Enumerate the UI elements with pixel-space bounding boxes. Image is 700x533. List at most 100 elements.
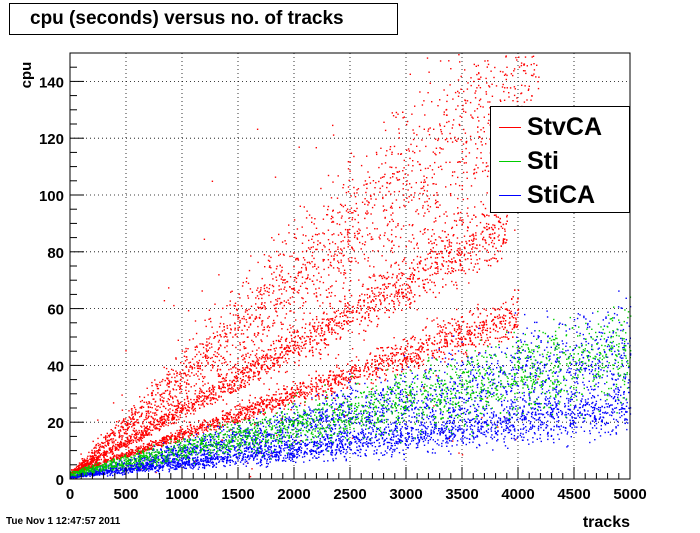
data-point bbox=[380, 292, 382, 294]
data-point bbox=[261, 322, 263, 324]
data-point bbox=[328, 319, 330, 321]
data-point bbox=[284, 371, 287, 374]
data-point bbox=[480, 152, 482, 154]
data-point bbox=[137, 439, 139, 441]
data-point bbox=[132, 417, 134, 419]
data-point bbox=[334, 332, 337, 334]
data-point bbox=[453, 119, 455, 121]
data-point bbox=[406, 120, 409, 123]
data-point bbox=[134, 434, 136, 436]
data-point bbox=[311, 261, 313, 263]
data-point bbox=[459, 259, 461, 261]
data-point bbox=[136, 431, 138, 433]
data-point bbox=[342, 287, 344, 289]
data-point bbox=[462, 108, 464, 110]
data-point bbox=[380, 147, 382, 149]
data-point bbox=[304, 347, 306, 349]
data-point bbox=[473, 169, 475, 171]
data-point bbox=[143, 430, 145, 432]
data-point bbox=[268, 315, 270, 318]
data-point bbox=[178, 418, 180, 421]
data-point bbox=[498, 228, 500, 230]
data-point bbox=[270, 349, 272, 351]
data-point bbox=[298, 364, 300, 367]
data-point bbox=[460, 75, 462, 78]
data-point bbox=[109, 433, 112, 435]
data-point bbox=[162, 405, 165, 407]
data-point bbox=[434, 284, 436, 287]
data-point bbox=[373, 273, 375, 276]
data-point bbox=[103, 453, 105, 456]
data-point bbox=[279, 366, 281, 368]
data-point bbox=[231, 380, 233, 382]
data-point bbox=[254, 365, 256, 367]
data-point bbox=[111, 453, 114, 455]
data-point bbox=[92, 461, 94, 463]
data-point bbox=[309, 329, 311, 332]
data-point bbox=[412, 150, 414, 153]
data-point bbox=[365, 191, 367, 194]
data-point bbox=[177, 416, 179, 418]
data-point bbox=[167, 383, 169, 385]
data-point bbox=[447, 268, 449, 270]
data-point bbox=[416, 209, 418, 211]
data-point bbox=[201, 403, 204, 405]
data-point bbox=[439, 147, 441, 149]
data-point bbox=[341, 328, 344, 330]
data-point bbox=[357, 221, 360, 224]
data-point bbox=[403, 357, 406, 359]
data-point bbox=[384, 306, 386, 309]
data-point bbox=[194, 390, 197, 392]
data-point bbox=[427, 128, 430, 130]
data-point bbox=[102, 442, 104, 444]
data-point bbox=[279, 353, 282, 355]
data-point bbox=[74, 468, 76, 470]
data-point bbox=[410, 194, 413, 196]
data-point bbox=[524, 56, 527, 58]
data-point bbox=[198, 351, 200, 353]
data-point bbox=[80, 453, 82, 455]
data-point bbox=[163, 421, 166, 423]
data-point bbox=[485, 222, 488, 225]
data-point bbox=[537, 87, 540, 90]
data-point bbox=[196, 396, 198, 398]
data-point bbox=[405, 304, 407, 306]
data-point bbox=[456, 242, 458, 244]
data-point bbox=[195, 373, 197, 375]
data-point bbox=[141, 426, 143, 428]
data-point bbox=[275, 310, 277, 312]
data-point bbox=[296, 388, 298, 391]
data-point bbox=[240, 386, 242, 389]
data-point bbox=[260, 364, 263, 367]
data-point bbox=[385, 154, 387, 157]
data-point bbox=[153, 425, 155, 427]
data-point bbox=[234, 377, 236, 379]
data-point bbox=[211, 384, 214, 387]
data-point bbox=[414, 105, 416, 107]
data-point bbox=[482, 214, 484, 216]
data-point bbox=[135, 408, 137, 411]
data-point bbox=[117, 445, 119, 447]
data-point bbox=[302, 297, 304, 300]
data-point bbox=[322, 302, 324, 304]
data-point bbox=[163, 300, 166, 302]
data-point bbox=[222, 377, 225, 380]
data-point bbox=[260, 398, 262, 401]
data-point bbox=[137, 433, 139, 435]
data-point bbox=[232, 314, 235, 316]
data-point bbox=[198, 396, 201, 398]
data-point bbox=[317, 325, 319, 327]
data-point bbox=[476, 73, 478, 76]
data-point bbox=[456, 308, 458, 311]
data-point bbox=[398, 295, 401, 298]
data-point bbox=[305, 343, 307, 345]
data-point bbox=[323, 318, 325, 320]
data-point bbox=[414, 281, 416, 283]
data-point bbox=[520, 62, 523, 64]
data-point bbox=[484, 259, 486, 262]
data-point bbox=[162, 416, 164, 418]
data-point bbox=[459, 161, 461, 163]
data-point bbox=[304, 332, 306, 334]
data-point bbox=[458, 269, 460, 271]
data-point bbox=[380, 302, 382, 304]
